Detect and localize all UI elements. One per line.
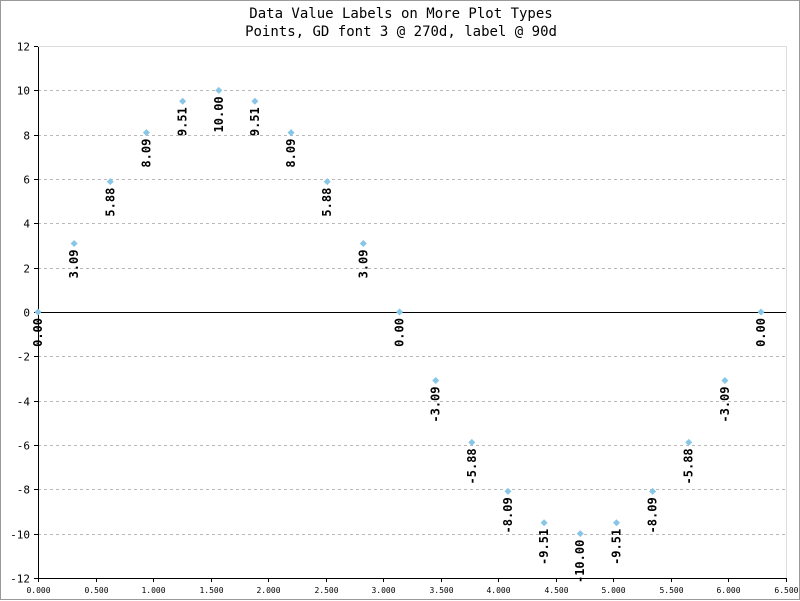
data-point xyxy=(757,308,765,316)
x-tick-label: 0.000 xyxy=(26,586,50,595)
data-value-label: -9.51 xyxy=(537,529,551,565)
data-value-label: -8.09 xyxy=(501,497,515,533)
x-tick-label: 0.500 xyxy=(84,586,108,595)
data-value-label: -5.88 xyxy=(682,448,696,484)
data-point xyxy=(504,487,512,495)
data-point xyxy=(106,178,114,186)
x-tick-label: 3.000 xyxy=(371,586,395,595)
data-value-label: 9.51 xyxy=(176,107,190,136)
chart-subtitle: Points, GD font 3 @ 270d, label @ 90d xyxy=(245,24,557,40)
x-tick-label: 4.500 xyxy=(544,586,568,595)
data-point xyxy=(215,86,223,94)
x-tick-label: 2.500 xyxy=(314,586,338,595)
data-value-label: 0.00 xyxy=(754,318,768,347)
y-tick-label: -12 xyxy=(10,573,30,586)
tick-label-layer: -12 -10 -8 -6 -4 -2 0 2 4 6 8 10 12 0.000 0.500 1.000 1.… xyxy=(10,41,799,596)
data-point xyxy=(649,487,657,495)
axis-layer xyxy=(34,46,787,582)
data-value-label: -5.88 xyxy=(465,448,479,484)
x-tick-label: 1.500 xyxy=(199,586,223,595)
data-point xyxy=(34,308,42,316)
x-tick-label: 2.000 xyxy=(256,586,280,595)
data-point xyxy=(685,438,693,446)
data-value-label: 0.00 xyxy=(393,318,407,347)
data-point xyxy=(396,308,404,316)
data-point xyxy=(576,530,584,538)
data-value-label: 10.00 xyxy=(212,96,226,132)
data-point xyxy=(721,376,729,384)
y-tick-label: 8 xyxy=(23,130,30,143)
data-value-label: 8.09 xyxy=(139,139,153,168)
data-point xyxy=(179,97,187,105)
y-tick-label: -10 xyxy=(10,529,30,542)
data-value-label: 3.09 xyxy=(356,250,370,279)
data-value-label: 0.00 xyxy=(31,318,45,347)
x-tick-label: 1.000 xyxy=(141,586,165,595)
data-value-label: 9.51 xyxy=(248,107,262,136)
y-tick-label: -8 xyxy=(17,484,30,497)
y-tick-label: -6 xyxy=(17,440,30,453)
y-tick-label: 0 xyxy=(23,307,30,320)
data-value-label: -9.51 xyxy=(609,529,623,565)
y-tick-label: -4 xyxy=(17,396,31,409)
y-tick-label: 4 xyxy=(23,218,30,231)
data-point xyxy=(468,438,476,446)
grid-layer xyxy=(38,90,786,535)
data-point xyxy=(432,376,440,384)
x-tick-label: 3.500 xyxy=(429,586,453,595)
x-tick-label: 5.000 xyxy=(601,586,625,595)
y-tick-label: 10 xyxy=(17,85,30,98)
data-point xyxy=(540,519,548,527)
data-point xyxy=(323,178,331,186)
data-point xyxy=(612,519,620,527)
data-point xyxy=(70,240,78,248)
data-value-label: 5.88 xyxy=(320,188,334,217)
point-layer xyxy=(34,86,765,538)
y-tick-label: 2 xyxy=(23,263,30,276)
x-tick-label: 6.500 xyxy=(774,586,798,595)
data-point xyxy=(142,129,150,137)
data-label-layer: 0.00 3.09 5.88 8.09 9.51 10.00 9.51 8.09 5.88 3.0… xyxy=(31,96,768,583)
data-value-label: 8.09 xyxy=(284,139,298,168)
y-tick-label: 6 xyxy=(23,174,30,187)
data-value-label: 5.88 xyxy=(103,188,117,217)
data-value-label: -10.00 xyxy=(573,540,587,583)
y-tick-label: 12 xyxy=(17,41,30,54)
data-point xyxy=(251,97,259,105)
data-value-label: -3.09 xyxy=(718,386,732,422)
x-tick-label: 4.000 xyxy=(486,586,510,595)
data-point xyxy=(287,129,295,137)
data-point xyxy=(359,240,367,248)
data-value-label: 3.09 xyxy=(67,250,81,279)
data-value-label: -8.09 xyxy=(646,497,660,533)
x-tick-label: 5.500 xyxy=(659,586,683,595)
chart-title: Data Value Labels on More Plot Types xyxy=(249,6,553,22)
y-tick-label: -2 xyxy=(17,351,30,364)
data-value-label: -3.09 xyxy=(429,386,443,422)
x-tick-label: 6.000 xyxy=(716,586,740,595)
